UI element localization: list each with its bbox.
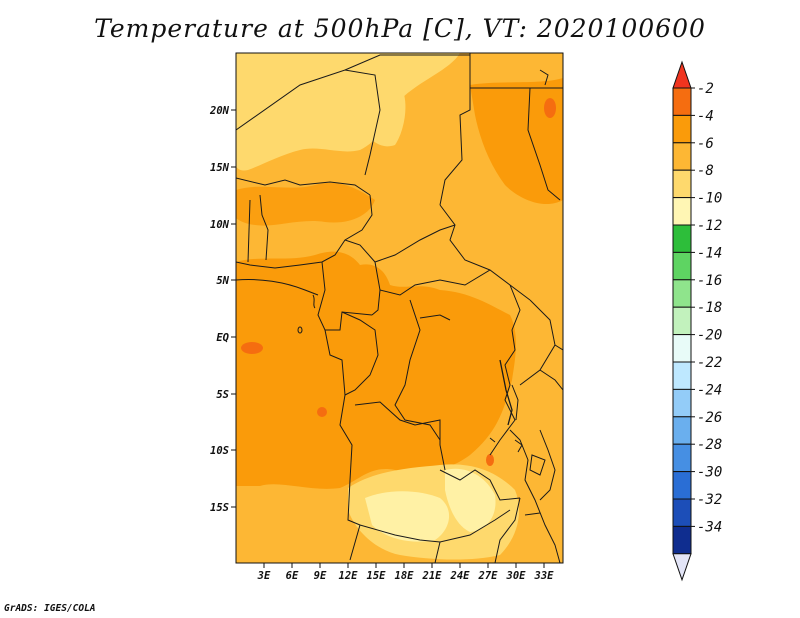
colorbar-swatch — [672, 334, 692, 363]
colorbar-label: -10 — [697, 191, 722, 207]
colorbar-swatch — [672, 361, 692, 390]
colorbar-swatch — [672, 306, 692, 336]
colorbar-label: -28 — [697, 437, 722, 453]
lon-label: 6E — [286, 570, 299, 582]
lat-label: 10S — [210, 445, 229, 457]
colorbar-label: -2 — [697, 81, 714, 97]
colorbar-swatch — [672, 388, 692, 418]
chart-title: Temperature at 500hPa [C], VT: 202010060… — [94, 14, 706, 43]
colorbar-swatch — [672, 251, 692, 281]
hotspot-angola — [317, 407, 327, 417]
cool-region-south-light — [365, 491, 450, 542]
lat-label: 10N — [210, 219, 230, 231]
temperature-field — [236, 53, 563, 563]
colorbar-arrow-bottom — [672, 553, 692, 582]
lon-axis — [263, 563, 545, 568]
colorbar-swatch — [672, 114, 692, 144]
colorbar-label: -6 — [697, 136, 714, 152]
lat-label: 5S — [216, 389, 229, 401]
colorbar-swatch — [672, 471, 692, 500]
colorbar-label: -34 — [697, 519, 722, 535]
lon-label: 3E — [257, 570, 271, 582]
colorbar-swatch — [672, 443, 692, 473]
colorbar-swatch — [672, 87, 692, 116]
colorbar-swatch — [672, 525, 692, 555]
lat-label: 15N — [210, 162, 230, 174]
colorbar-arrow-top — [672, 60, 692, 89]
colorbar-label: -12 — [697, 218, 722, 234]
colorbar-label: -14 — [697, 245, 722, 261]
lon-label: 33E — [534, 570, 555, 582]
colorbar-label: -16 — [697, 273, 722, 289]
colorbar-swatch — [672, 197, 692, 226]
colorbar: -2 -4 -6 -8 -10 -12 -14 -16 -18 -20 -22 -24 -26 -28 -3… — [672, 60, 722, 582]
hotspot-atlantic — [241, 342, 263, 354]
colorbar-swatch — [672, 279, 692, 308]
warm-region-northeast — [470, 78, 563, 205]
map-frame — [235, 52, 564, 564]
grads-credit: GrADS: IGES/COLA — [4, 603, 96, 614]
warm-region-west — [236, 251, 516, 489]
colorbar-label: -22 — [697, 355, 722, 371]
country-borders — [236, 53, 563, 563]
lat-label: 15S — [210, 502, 229, 514]
colorbar-label: -4 — [697, 108, 714, 124]
colorbar-label: -26 — [697, 410, 722, 426]
lat-label: 20N — [209, 105, 230, 117]
lon-label: 12E — [339, 570, 359, 582]
lat-label: 5N — [216, 275, 229, 287]
lon-label: 24E — [450, 570, 471, 582]
colorbar-swatch — [672, 169, 692, 199]
colorbar-label: -32 — [697, 492, 722, 508]
cool-region-zambezi — [445, 468, 496, 532]
lon-label: 27E — [478, 570, 499, 582]
cool-region-north — [236, 53, 460, 171]
lon-label: 21E — [422, 570, 443, 582]
warm-region-sahel — [236, 182, 375, 226]
hotspot-sudan — [544, 98, 556, 118]
colorbar-label: -20 — [697, 328, 722, 344]
lon-label: 9E — [314, 570, 327, 582]
lon-label: 18E — [395, 570, 415, 582]
colorbar-label: -18 — [697, 300, 722, 316]
colorbar-swatch — [672, 224, 692, 253]
colorbar-swatch — [672, 498, 692, 527]
colorbar-label: -8 — [697, 163, 714, 179]
cool-region-north-2 — [330, 68, 406, 147]
lon-label: 30E — [506, 570, 527, 582]
lon-label: 15E — [367, 570, 387, 582]
hotspot-tanzania — [486, 454, 494, 466]
colorbar-swatch — [672, 416, 692, 445]
colorbar-label: -24 — [697, 382, 722, 398]
colorbar-swatch — [672, 142, 692, 171]
colorbar-label: -30 — [697, 465, 722, 481]
lat-label: EQ — [216, 332, 229, 344]
lat-axis — [231, 109, 236, 508]
